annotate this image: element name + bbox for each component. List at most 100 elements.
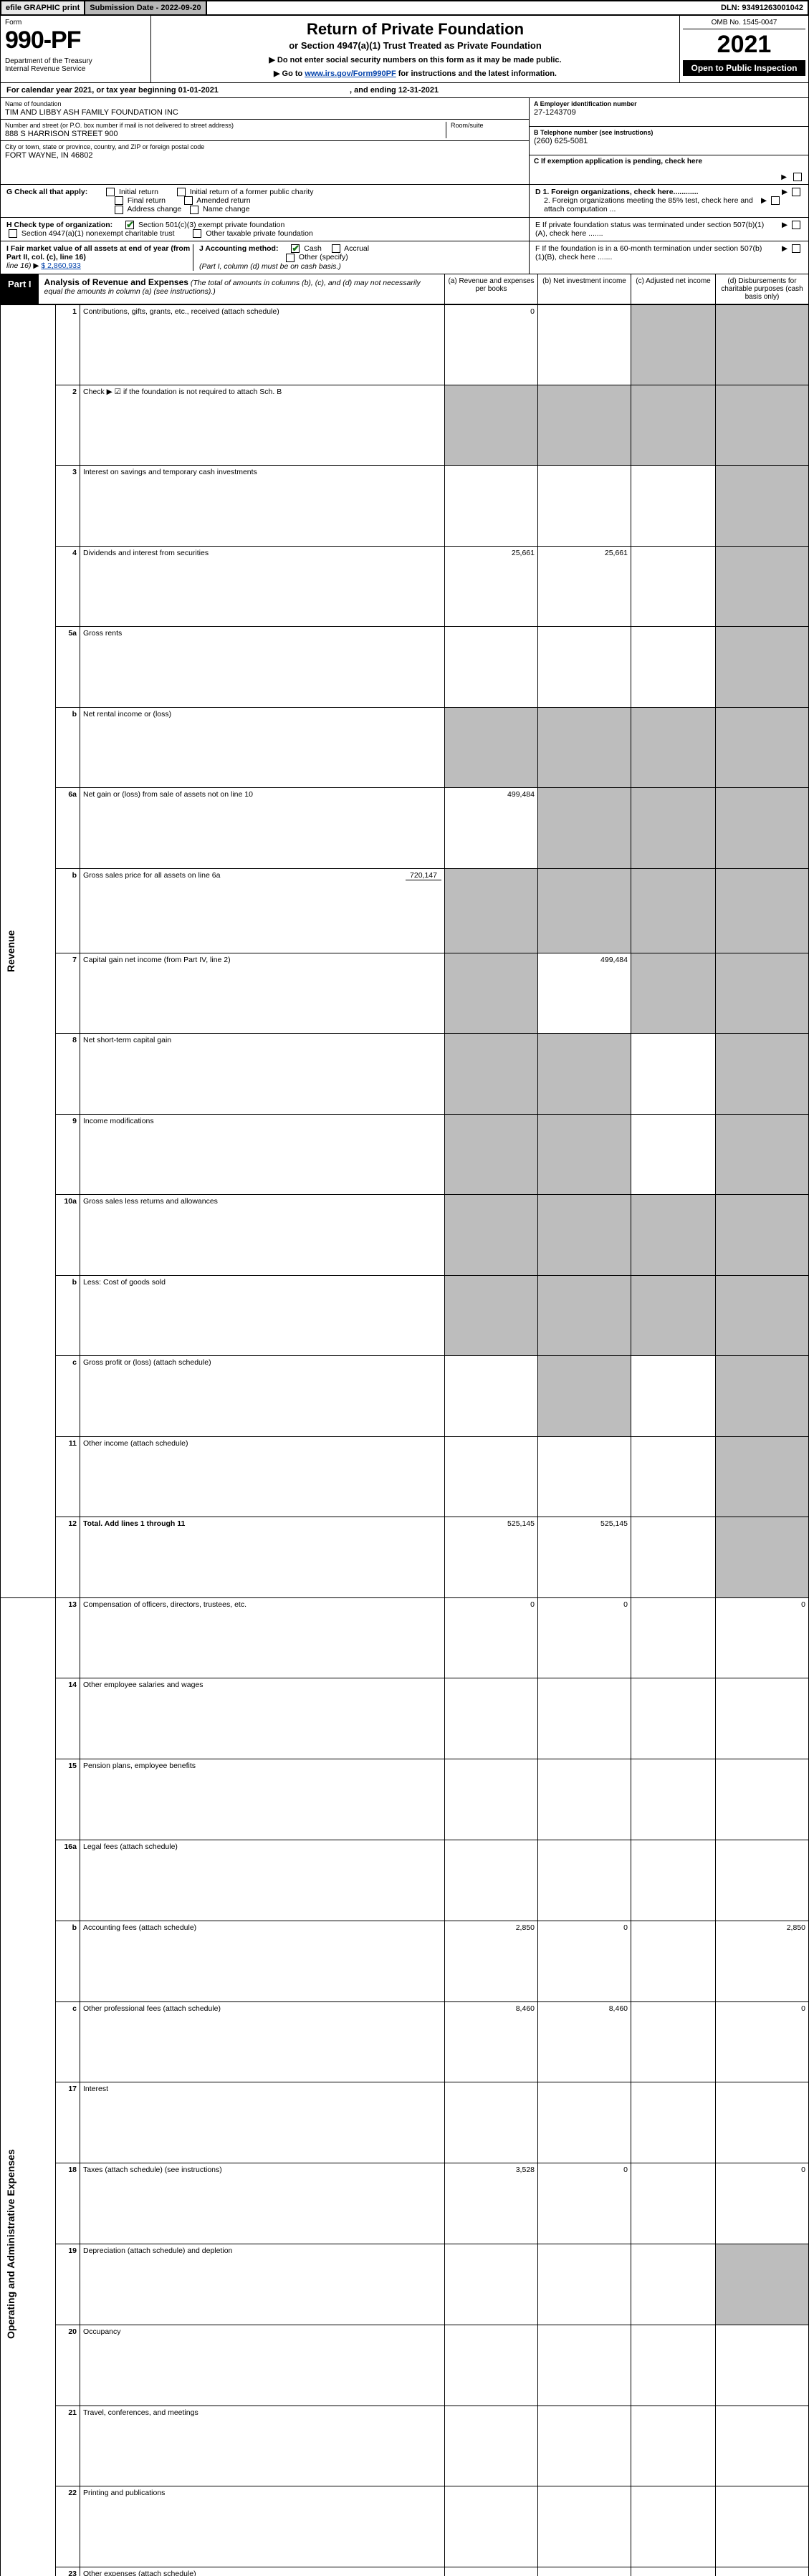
cell-col-c: [631, 2325, 716, 2406]
line-description: Pension plans, employee benefits: [80, 1759, 445, 1840]
efile-label[interactable]: efile GRAPHIC print: [1, 1, 85, 14]
form-header-right: OMB No. 1545-0047 2021 Open to Public In…: [679, 16, 808, 82]
cell-col-a: [445, 1034, 538, 1114]
table-row: 23Other expenses (attach schedule): [1, 2567, 809, 2576]
cell-col-a: [445, 707, 538, 787]
cell-col-c: [631, 2001, 716, 2082]
form-header: Form 990-PF Department of the Treasury I…: [0, 16, 809, 83]
cell-col-d: [716, 953, 809, 1033]
cell-col-a: 0: [445, 304, 538, 385]
initial-former-checkbox[interactable]: [177, 188, 186, 196]
cell-col-c: [631, 707, 716, 787]
table-row: 14Other employee salaries and wages: [1, 1678, 809, 1759]
table-row: 22Printing and publications: [1, 2486, 809, 2567]
e-checkbox[interactable]: [792, 221, 800, 229]
instructions-link[interactable]: www.irs.gov/Form990PF: [305, 69, 396, 78]
col-d-header: (d) Disbursements for charitable purpose…: [715, 274, 808, 304]
exemption-checkbox[interactable]: [793, 173, 802, 181]
cell-col-b: [538, 1034, 631, 1114]
cell-col-a: [445, 2486, 538, 2567]
line-number: 8: [56, 1034, 80, 1114]
section-501c3-checkbox[interactable]: [125, 221, 134, 229]
cell-col-d: [716, 788, 809, 868]
line-number: b: [56, 1921, 80, 2001]
cell-col-c: [631, 304, 716, 385]
accrual-checkbox[interactable]: [332, 244, 340, 253]
fmv-link[interactable]: $ 2,860,933: [41, 261, 80, 270]
city-cell: City or town, state or province, country…: [1, 141, 529, 162]
line-description: Accounting fees (attach schedule): [80, 1921, 445, 2001]
cell-col-a: 499,484: [445, 788, 538, 868]
initial-return-checkbox[interactable]: [106, 188, 115, 196]
table-row: 5aGross rents: [1, 627, 809, 707]
address-change-checkbox[interactable]: [115, 206, 123, 214]
line-number: b: [56, 868, 80, 953]
cell-col-d: [716, 1356, 809, 1436]
part1-table: Revenue1Contributions, gifts, grants, et…: [0, 304, 809, 2576]
line-number: 23: [56, 2567, 80, 2576]
table-row: 11Other income (attach schedule): [1, 1436, 809, 1517]
part1-title: Analysis of Revenue and Expenses (The to…: [39, 274, 444, 304]
name-change-checkbox[interactable]: [190, 206, 198, 214]
final-return-checkbox[interactable]: [115, 196, 123, 205]
cell-col-c: [631, 466, 716, 546]
line-description: Other expenses (attach schedule): [80, 2567, 445, 2576]
line-description: Gross profit or (loss) (attach schedule): [80, 1356, 445, 1436]
department-label: Department of the Treasury Internal Reve…: [5, 57, 146, 73]
ein-cell: A Employer identification number 27-1243…: [530, 98, 808, 127]
cell-col-c: [631, 2082, 716, 2163]
cell-col-b: [538, 2486, 631, 2567]
table-row: 18Taxes (attach schedule) (see instructi…: [1, 2163, 809, 2244]
line-description: Gross rents: [80, 627, 445, 707]
section-4947-checkbox[interactable]: [9, 229, 17, 238]
cell-col-a: [445, 466, 538, 546]
form-header-left: Form 990-PF Department of the Treasury I…: [1, 16, 151, 82]
d1-checkbox[interactable]: [792, 188, 800, 196]
cell-col-b: [538, 1195, 631, 1275]
cell-col-c: [631, 1195, 716, 1275]
cell-col-c: [631, 2567, 716, 2576]
d2-checkbox[interactable]: [771, 196, 780, 205]
line-description: Total. Add lines 1 through 11: [80, 1517, 445, 1598]
line-number: 20: [56, 2325, 80, 2406]
cell-col-d: [716, 304, 809, 385]
cell-col-a: 2,850: [445, 1921, 538, 2001]
f-checkbox[interactable]: [792, 244, 800, 253]
line-description: Depreciation (attach schedule) and deple…: [80, 2244, 445, 2325]
form-number: 990-PF: [5, 27, 146, 54]
cell-col-c: [631, 2163, 716, 2244]
line-number: 17: [56, 2082, 80, 2163]
cell-col-c: [631, 1034, 716, 1114]
cash-checkbox[interactable]: [291, 244, 300, 253]
cell-col-d: [716, 1195, 809, 1275]
cell-col-d: 2,850: [716, 1921, 809, 2001]
line-description: Other employee salaries and wages: [80, 1678, 445, 1759]
cell-col-d: [716, 2244, 809, 2325]
cell-col-d: [716, 1840, 809, 1921]
cell-col-d: [716, 627, 809, 707]
line-description: Interest on savings and temporary cash i…: [80, 466, 445, 546]
cell-col-b: 525,145: [538, 1517, 631, 1598]
cell-col-c: [631, 1921, 716, 2001]
cell-col-a: [445, 385, 538, 465]
cell-col-d: [716, 546, 809, 626]
cell-col-b: [538, 2567, 631, 2576]
amended-return-checkbox[interactable]: [184, 196, 193, 205]
h-check-row: H Check type of organization: Section 50…: [0, 218, 809, 241]
cell-col-b: [538, 627, 631, 707]
cell-col-c: [631, 1517, 716, 1598]
col-a-header: (a) Revenue and expenses per books: [444, 274, 537, 304]
other-taxable-checkbox[interactable]: [193, 229, 201, 238]
table-row: bGross sales price for all assets on lin…: [1, 868, 809, 953]
other-method-checkbox[interactable]: [286, 254, 295, 262]
form-note-1: ▶ Do not enter social security numbers o…: [157, 55, 674, 64]
cell-col-c: [631, 1597, 716, 1678]
table-row: 17Interest: [1, 2082, 809, 2163]
table-row: 7Capital gain net income (from Part IV, …: [1, 953, 809, 1033]
line-number: 15: [56, 1759, 80, 1840]
line-description: Contributions, gifts, grants, etc., rece…: [80, 304, 445, 385]
cell-col-a: [445, 2244, 538, 2325]
cell-col-c: [631, 1759, 716, 1840]
cell-col-b: 0: [538, 1597, 631, 1678]
table-row: 16aLegal fees (attach schedule): [1, 1840, 809, 1921]
